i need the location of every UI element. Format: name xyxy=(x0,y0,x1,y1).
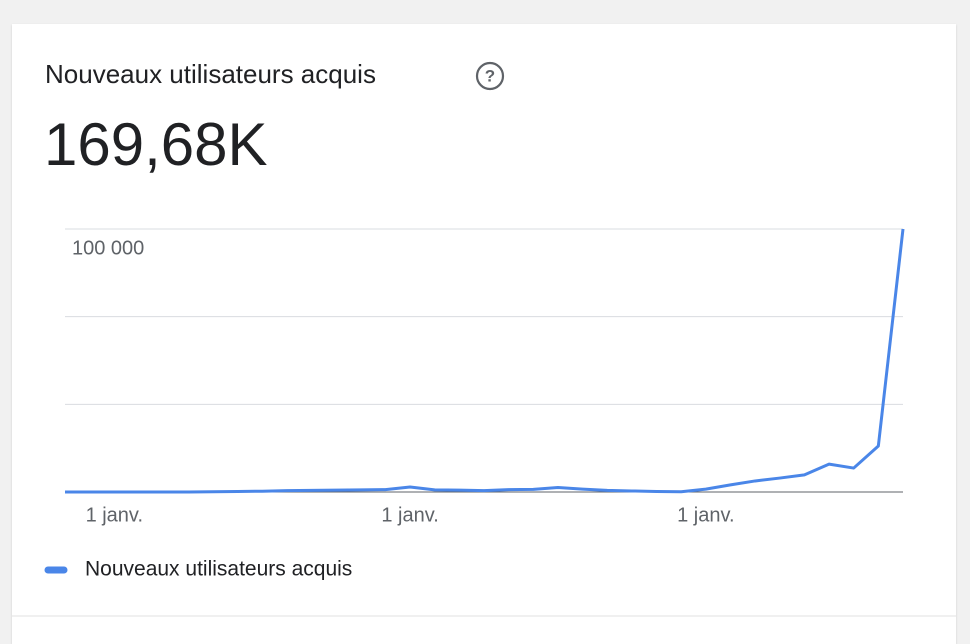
x-tick-label: 1 janv. xyxy=(381,504,438,526)
svg-text:?: ? xyxy=(485,66,495,85)
y-tick-label: 100 000 xyxy=(72,237,144,259)
help-icon[interactable]: ? xyxy=(475,61,505,91)
data-line xyxy=(65,228,905,494)
card-title: Nouveaux utilisateurs acquis xyxy=(45,59,376,89)
x-tick-label: 1 janv. xyxy=(677,504,734,526)
x-tick-label: 1 janv. xyxy=(86,504,143,526)
legend-label: Nouveaux utilisateurs acquis xyxy=(85,558,352,581)
card xyxy=(12,24,956,644)
total-value: 169,68K xyxy=(44,111,268,178)
